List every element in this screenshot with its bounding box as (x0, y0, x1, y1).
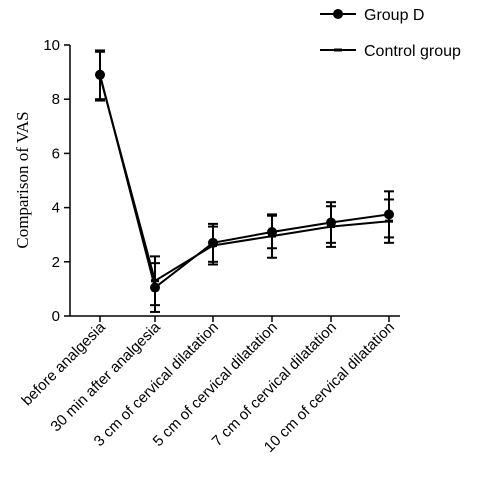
legend: Group D Control group (320, 7, 461, 60)
y-tick-label: 6 (52, 145, 60, 162)
series-line (99, 75, 390, 283)
x-tick-label: 30 min after analgesia (47, 318, 164, 435)
y-tick-label: 2 (52, 254, 60, 271)
y-tick-label: 8 (52, 91, 60, 108)
y-tick-label: 4 (52, 200, 60, 217)
series-layer (95, 49, 394, 313)
series-control-group (95, 50, 394, 307)
y-axis-label: Comparison of VAS (13, 111, 32, 248)
legend-item: Control group (320, 43, 461, 60)
legend-marker (333, 9, 343, 19)
series-group-d (95, 49, 394, 313)
legend-label: Control group (364, 43, 461, 60)
legend-label: Group D (364, 7, 424, 24)
legend-item: Group D (320, 7, 424, 24)
series-line (99, 74, 390, 290)
y-tick-label: 10 (43, 37, 60, 54)
y-ticks: 0 2 4 6 8 10 (43, 37, 70, 325)
y-tick-label: 0 (52, 308, 60, 325)
